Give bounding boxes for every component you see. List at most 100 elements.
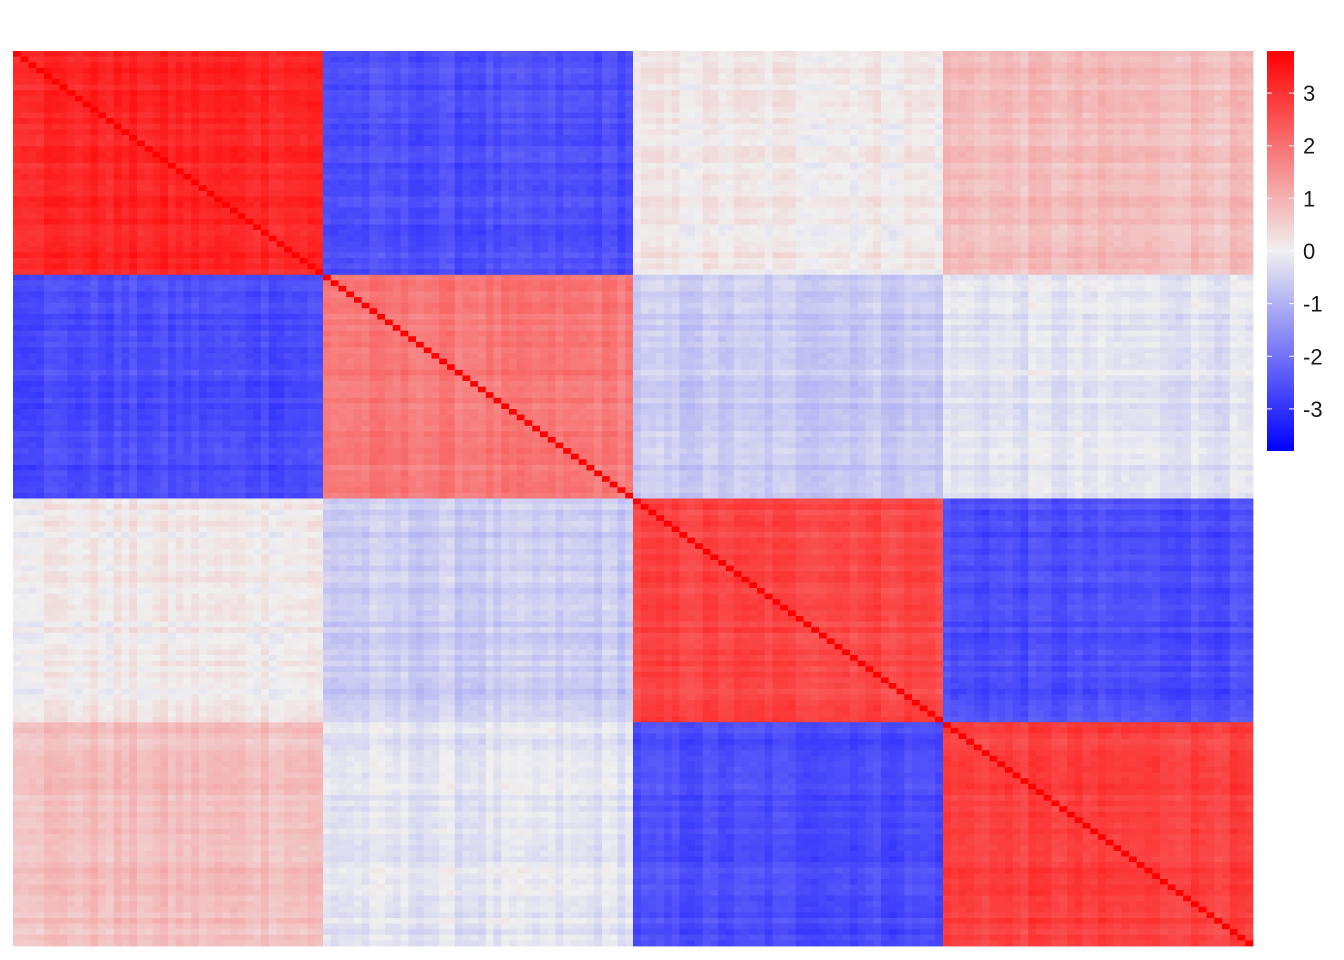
heatmap-cell [842,129,850,135]
heatmap-cell [292,219,300,225]
heatmap-cell [1238,174,1246,180]
heatmap-cell [618,79,626,85]
heatmap-cell [649,85,657,91]
heatmap-cell [912,196,920,202]
heatmap-cell [207,191,215,197]
heatmap-cell [362,146,370,152]
heatmap-cell [21,62,29,68]
heatmap-cell [742,90,750,96]
heatmap-cell [920,90,928,96]
heatmap-cell [362,51,370,57]
heatmap-cell [106,101,114,107]
heatmap-cell [284,180,292,186]
heatmap-cell [277,79,285,85]
heatmap-cell [439,219,447,225]
heatmap-cell [494,85,502,91]
heatmap-cell [339,68,347,74]
heatmap-cell [997,73,1005,79]
heatmap-cell [928,129,936,135]
heatmap-cell [370,118,378,124]
heatmap-cell [633,118,641,124]
heatmap-cell [176,191,184,197]
heatmap-cell [393,213,401,219]
heatmap-cell [517,129,525,135]
heatmap-cell [726,73,734,79]
heatmap-cell [424,107,432,113]
heatmap-cell [1021,62,1029,68]
heatmap-cell [52,146,60,152]
heatmap-cell [1013,57,1021,63]
heatmap-cell [52,191,60,197]
heatmap-cell [1191,90,1199,96]
heatmap-cell [432,90,440,96]
heatmap-cell [393,129,401,135]
heatmap-cell [238,57,246,63]
heatmap-cell [1222,129,1230,135]
heatmap-cell [881,208,889,214]
heatmap-cell [540,213,548,219]
heatmap-cell [1222,79,1230,85]
heatmap-cell [1160,57,1168,63]
heatmap-cell [780,174,788,180]
heatmap-cell [331,62,339,68]
heatmap-cell [842,85,850,91]
heatmap-cell [1067,152,1075,158]
heatmap-cell [401,157,409,163]
heatmap-cell [1044,68,1052,74]
heatmap-cell [532,219,540,225]
heatmap-cell [230,208,238,214]
heatmap-cell [1238,129,1246,135]
heatmap-cell [718,85,726,91]
heatmap-cell [912,191,920,197]
heatmap-cell [215,185,223,191]
heatmap-cell [122,85,130,91]
heatmap-cell [494,135,502,141]
heatmap-cell [525,141,533,147]
heatmap-cell [106,168,114,174]
heatmap-cell [532,157,540,163]
heatmap-cell [773,51,781,57]
heatmap-cell [897,85,905,91]
heatmap-cell [300,180,308,186]
heatmap-cell [928,196,936,202]
heatmap-cell [1183,57,1191,63]
heatmap-cell [36,51,44,57]
heatmap-cell [83,124,91,130]
heatmap-cell [416,68,424,74]
heatmap-cell [951,185,959,191]
heatmap-cell [1222,213,1230,219]
heatmap-cell [842,202,850,208]
heatmap-cell [819,118,827,124]
heatmap-cell [780,219,788,225]
heatmap-cell [1160,124,1168,130]
heatmap-cell [866,129,874,135]
heatmap-cell [656,180,664,186]
heatmap-cell [982,152,990,158]
heatmap-cell [36,135,44,141]
heatmap-cell [230,157,238,163]
heatmap-cell [137,113,145,119]
heatmap-cell [1021,141,1029,147]
heatmap-cell [1199,191,1207,197]
heatmap-cell [1222,191,1230,197]
heatmap-cell [610,73,618,79]
heatmap-cell [959,157,967,163]
heatmap-cell [1160,85,1168,91]
heatmap-cell [432,213,440,219]
heatmap-cell [804,219,812,225]
heatmap-cell [625,107,633,113]
heatmap-cell [300,146,308,152]
heatmap-cell [129,124,137,130]
heatmap-cell [827,180,835,186]
heatmap-cell [835,152,843,158]
heatmap-cell [974,180,982,186]
heatmap-cell [315,135,323,141]
heatmap-cell [571,68,579,74]
heatmap-cell [222,191,230,197]
heatmap-cell [455,196,463,202]
heatmap-cell [67,85,75,91]
heatmap-cell [238,224,246,230]
heatmap-cell [300,62,308,68]
heatmap-cell [44,51,52,57]
